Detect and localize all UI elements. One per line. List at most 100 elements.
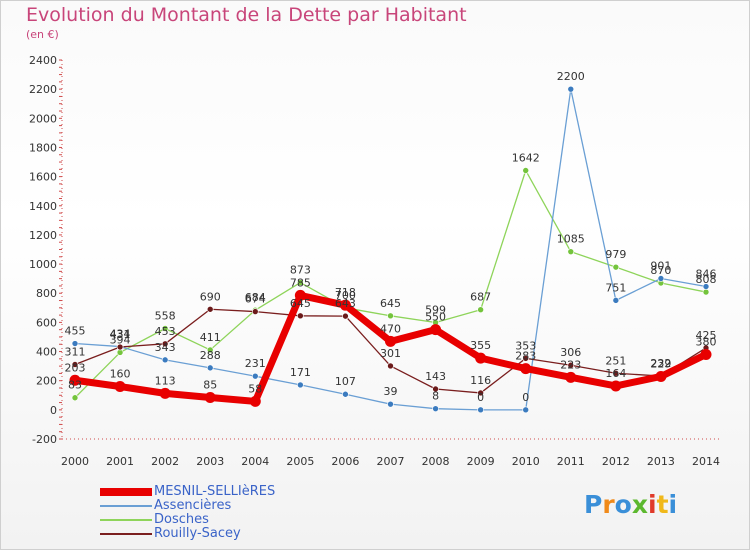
data-label: 107	[335, 375, 356, 388]
data-label: 394	[110, 333, 131, 346]
data-label: 288	[200, 349, 221, 362]
data-point	[385, 335, 396, 347]
proxiti-logo: Proxiti	[584, 490, 678, 519]
data-point	[610, 380, 622, 392]
data-point	[522, 406, 530, 414]
data-point	[477, 406, 484, 414]
data-label: 808	[696, 273, 717, 286]
data-point	[477, 306, 484, 314]
data-point	[71, 361, 79, 368]
data-point	[69, 374, 81, 386]
data-label: 83	[68, 379, 82, 392]
data-label: 39	[384, 385, 398, 398]
data-label: 343	[155, 341, 176, 354]
y-tick-label: 1000	[29, 258, 57, 271]
data-label: 846	[696, 268, 717, 281]
data-label: 785	[290, 276, 311, 289]
data-point	[432, 405, 439, 412]
legend-label-assencieres: Assencières	[154, 498, 232, 513]
data-point	[71, 340, 79, 347]
data-label: 431	[110, 328, 131, 341]
legend-label-dosches: Dosches	[154, 512, 209, 527]
x-tick-label: 2011	[557, 455, 585, 468]
x-tick-label: 2003	[196, 455, 224, 468]
y-tick-label: 600	[36, 316, 57, 329]
data-label: 870	[650, 264, 671, 277]
y-tick-label: 2400	[29, 54, 57, 67]
data-label: 645	[380, 297, 401, 310]
data-label: 684	[245, 291, 266, 304]
y-tick-label: 2200	[29, 83, 57, 96]
data-point	[430, 324, 442, 336]
data-point	[477, 389, 484, 397]
data-point	[297, 381, 304, 389]
data-point	[567, 248, 575, 255]
x-tick-label: 2001	[106, 455, 134, 468]
data-label: 0	[522, 391, 529, 404]
data-point	[297, 312, 304, 320]
data-point	[522, 355, 530, 362]
data-label: 8	[432, 390, 439, 403]
data-label: 434	[110, 328, 131, 341]
data-label: 690	[200, 290, 221, 303]
data-label: 550	[425, 311, 446, 324]
data-point	[567, 361, 575, 369]
data-label: 223	[560, 358, 581, 371]
data-label: 645	[290, 297, 311, 310]
data-label: 353	[515, 339, 536, 352]
data-label: 85	[203, 378, 217, 391]
legend-swatch-rouilly	[100, 533, 152, 535]
data-label: 229	[650, 357, 671, 370]
data-point	[700, 348, 712, 360]
data-label: 203	[65, 361, 86, 374]
data-label: 58	[248, 382, 262, 395]
data-point	[655, 370, 667, 382]
y-tick-label: 800	[36, 287, 57, 300]
data-point	[114, 381, 126, 393]
data-point	[206, 346, 214, 354]
data-label: 355	[470, 339, 491, 352]
data-point	[342, 390, 349, 398]
data-label: 453	[155, 325, 176, 338]
y-tick-label: 1600	[29, 171, 57, 184]
data-label: 232	[650, 357, 671, 370]
data-point	[432, 385, 439, 393]
chart-title: Evolution du Montant de la Dette par Hab…	[26, 4, 467, 26]
data-label: 873	[290, 264, 311, 277]
data-point	[565, 371, 577, 383]
x-tick-label: 2006	[331, 455, 359, 468]
x-tick-label: 2009	[467, 455, 495, 468]
x-tick-label: 2013	[647, 455, 675, 468]
x-tick-label: 2007	[377, 455, 405, 468]
y-tick-label: -200	[32, 433, 57, 446]
data-point	[387, 400, 394, 408]
data-label: 751	[605, 281, 626, 294]
x-tick-label: 2004	[241, 455, 269, 468]
data-label: 160	[110, 368, 131, 381]
data-label: 979	[605, 248, 626, 261]
data-point	[116, 343, 124, 351]
x-tick-label: 2002	[151, 455, 179, 468]
data-label: 171	[290, 366, 311, 379]
x-tick-label: 2000	[61, 455, 89, 468]
legend-label-rouilly: Rouilly-Sacey	[154, 526, 241, 541]
y-tick-label: 200	[36, 375, 57, 388]
data-point	[522, 167, 530, 174]
data-point	[657, 275, 665, 282]
data-label: 113	[155, 374, 176, 387]
data-label: 718	[335, 286, 356, 299]
data-label: 283	[515, 350, 536, 363]
data-label: 1085	[557, 233, 585, 246]
data-point	[702, 288, 710, 296]
data-label: 143	[425, 370, 446, 383]
y-tick-label: 0	[50, 404, 57, 417]
data-point	[567, 85, 575, 93]
data-point	[204, 391, 216, 403]
data-label: 231	[245, 357, 266, 370]
data-point	[702, 283, 710, 290]
data-label: 1642	[512, 151, 540, 164]
data-label: 380	[696, 335, 717, 348]
data-point	[294, 289, 306, 301]
